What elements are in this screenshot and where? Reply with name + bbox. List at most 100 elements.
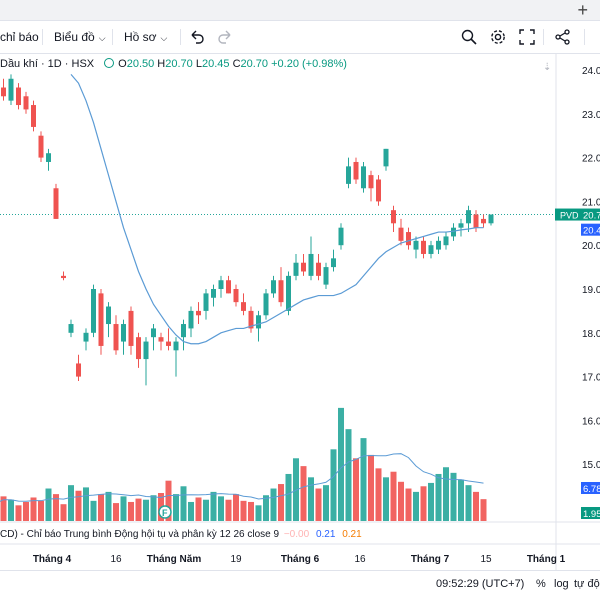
log-scale-toggle[interactable]: log: [554, 578, 569, 590]
volume-bar: [308, 477, 314, 521]
volume-bar: [443, 467, 449, 521]
profile-menu-label: Hồ sơ: [124, 30, 157, 44]
candle-body: [436, 240, 441, 250]
candle-body: [391, 210, 396, 224]
profile-menu-button[interactable]: Hồ sơ ⌵: [124, 21, 167, 53]
pvd-symbol-label: PVD: [560, 211, 579, 221]
volume-bar: [233, 494, 239, 521]
candle-body: [218, 280, 224, 289]
percent-scale-toggle[interactable]: %: [536, 578, 546, 590]
volume-bar: [263, 495, 269, 521]
top-toolbar: chỉ báo Biểu đồ ⌵ Hồ sơ ⌵: [0, 21, 600, 54]
time-axis-label: Tháng 7: [411, 554, 450, 565]
candle-body: [458, 223, 464, 228]
symbol-title[interactable]: Dầu khí · 1D · HSX: [0, 58, 95, 70]
volume-bar: [83, 487, 89, 521]
price-axis-label: 15.00: [582, 460, 600, 471]
volume-ma-tag: [581, 482, 600, 494]
candle-body: [316, 262, 321, 276]
volume-bar: [30, 497, 37, 521]
price-axis-label: 23.00: [582, 110, 600, 121]
candle-body: [173, 341, 179, 351]
volume-bar: [420, 486, 427, 521]
price-axis-label: 22.00: [582, 154, 600, 165]
candle-body: [233, 289, 239, 303]
candle-body: [211, 289, 216, 298]
candle-body: [128, 310, 134, 346]
candle-body: [301, 262, 306, 272]
volume-bar: [210, 491, 217, 521]
new-tab-icon[interactable]: +: [577, 0, 588, 20]
chart-menu-button[interactable]: Biểu đồ ⌵: [54, 21, 106, 53]
volume-bar: [45, 488, 52, 521]
volume-bar: [338, 407, 344, 521]
candle-body: [488, 214, 494, 224]
candle-body: [151, 328, 156, 338]
price-axis-label: 21.00: [582, 197, 600, 208]
volume-bar: [15, 505, 22, 521]
candle-body: [83, 332, 89, 342]
candle-body: [196, 310, 201, 316]
candle-body: [376, 179, 381, 202]
candle-body: [166, 341, 171, 346]
volume-bar: [315, 488, 322, 521]
earnings-marker-icon[interactable]: [158, 505, 172, 519]
volume-bar: [8, 499, 14, 521]
price-axis-label: 20.00: [582, 241, 600, 252]
volume-bar: [90, 500, 97, 521]
toolbar-divider: [180, 29, 181, 45]
time-axis-label: 15: [480, 554, 492, 565]
candle-body: [248, 310, 254, 329]
candle-body: [466, 210, 471, 224]
volume-bar: [188, 501, 194, 521]
earnings-marker-label: F: [162, 508, 168, 518]
volume-bar: [38, 500, 44, 521]
volume-bar: [375, 468, 382, 521]
scroll-down-arrow-icon: ⇣: [543, 62, 551, 73]
macd-title[interactable]: CD) - Chỉ báo Trung bình Động hội tụ và …: [0, 529, 280, 540]
ohlc-open-label: O: [118, 58, 127, 70]
candle-body: [106, 306, 111, 325]
toolbar-divider: [543, 29, 544, 45]
candle-body: [413, 240, 419, 250]
share-icon[interactable]: [554, 28, 572, 46]
magnifier-icon[interactable]: [460, 28, 478, 46]
candle-body: [293, 262, 299, 276]
candle-body: [91, 289, 96, 333]
ma-value-tag: [581, 223, 600, 236]
clock-display: 09:52:29 (UTC+7): [436, 578, 525, 590]
candle-body: [241, 302, 246, 311]
chevron-down-icon: ⌵: [160, 33, 168, 43]
indicators-button[interactable]: chỉ báo: [0, 21, 39, 53]
volume-bar: [413, 491, 419, 521]
redo-icon[interactable]: [216, 28, 234, 46]
volume-bar: [330, 449, 337, 521]
price-change: +0.20 (+0.98%): [271, 58, 347, 70]
undo-icon[interactable]: [188, 28, 206, 46]
ohlc-close: 20.70: [240, 58, 269, 70]
candle-body: [271, 280, 276, 294]
auto-scale-toggle[interactable]: tự độ: [574, 578, 600, 590]
candle-body: [308, 253, 314, 276]
price-chart[interactable]: ⇣ 24.00 23.00 22.00 21.00 20.00 19.00 18.00 17.0…: [0, 54, 600, 570]
toolbar-divider: [584, 29, 585, 45]
volume-bar: [285, 473, 292, 521]
candle-body: [113, 324, 119, 351]
candle-body: [136, 337, 141, 360]
ohlc-high: 20.70: [165, 58, 193, 70]
candle-body: [203, 293, 209, 311]
volume-bar: [165, 480, 172, 521]
gear-icon[interactable]: [489, 28, 507, 46]
candle-body: [98, 293, 104, 346]
fullscreen-icon[interactable]: [518, 28, 536, 46]
volume-bar: [120, 496, 127, 521]
toolbar-divider: [42, 29, 43, 45]
price-ma-line: [70, 73, 484, 345]
volume-bar: [473, 491, 479, 521]
ohlc-low: 20.45: [201, 58, 230, 70]
volume-bar: [225, 499, 232, 521]
candle-body: [451, 227, 456, 237]
volume-bar: [128, 501, 134, 521]
volume-bar: [323, 485, 329, 521]
candle-body: [481, 218, 486, 224]
